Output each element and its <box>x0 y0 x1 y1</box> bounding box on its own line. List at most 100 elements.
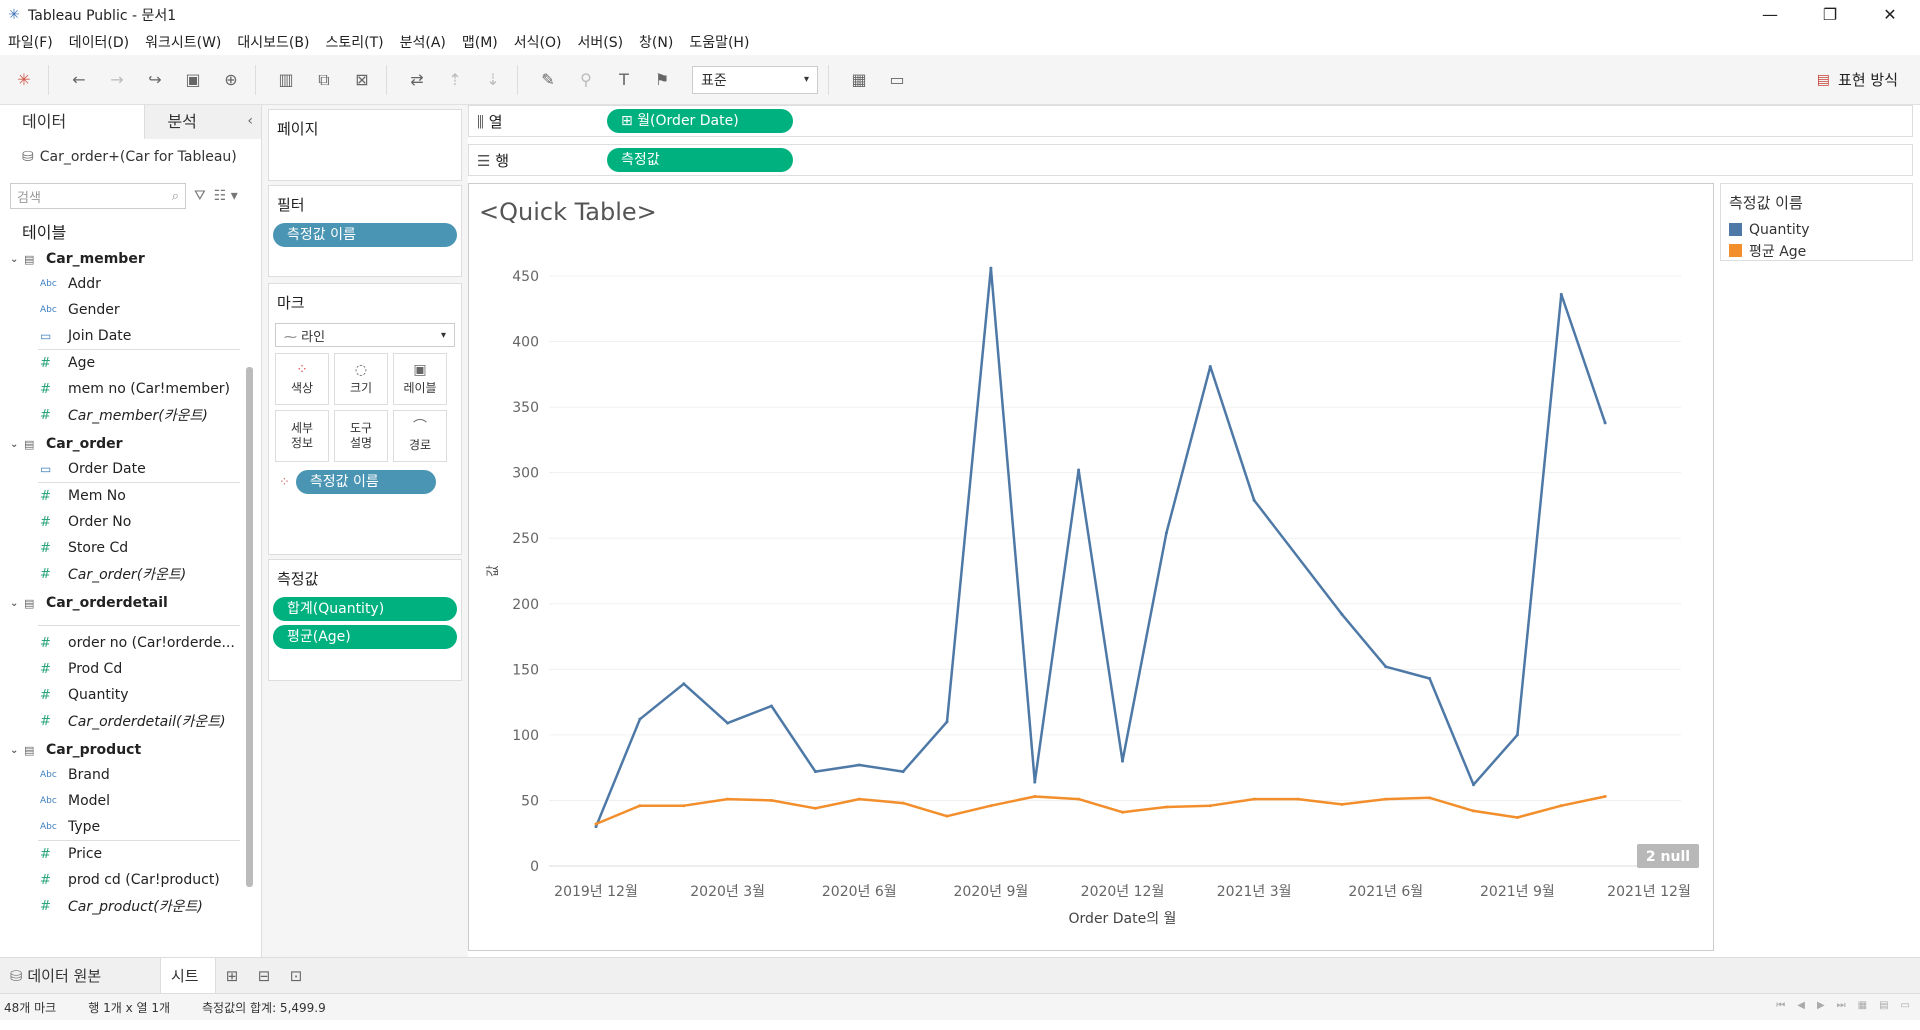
new-story-icon[interactable]: ⊡ <box>289 966 303 985</box>
new-dashboard-icon[interactable]: ⊟ <box>257 966 271 985</box>
field-item[interactable]: # Car_member(카운트) <box>40 407 208 425</box>
field-item[interactable]: Abc Brand <box>40 767 110 783</box>
sorter-view-icon[interactable]: ▦ <box>1857 1000 1868 1011</box>
tabs-view-icon[interactable]: ▭ <box>1900 1000 1910 1011</box>
close-button[interactable]: ✕ <box>1883 5 1897 24</box>
field-item[interactable]: # Price <box>40 846 103 862</box>
filter-pill[interactable]: 측정값 이름 <box>273 223 457 247</box>
field-item[interactable]: # Age <box>40 355 96 371</box>
menu-format[interactable]: 서식(O) <box>513 35 562 51</box>
measure-pill-age[interactable]: 평균(Age) <box>273 625 457 649</box>
field-item[interactable]: # Quantity <box>40 687 129 703</box>
table-car-order[interactable]: ⌄ ▤ Car_order <box>10 436 123 452</box>
redo-icon[interactable]: → <box>110 69 124 89</box>
prev-sheet-icon[interactable]: ◀ <box>1797 1000 1805 1011</box>
new-datasource-icon[interactable]: ⊕ <box>224 69 238 89</box>
columns-pill[interactable]: ⊞ 월(Order Date) <box>607 109 793 133</box>
field-item[interactable]: # Car_orderdetail(카운트) <box>40 713 226 731</box>
show-cards-icon[interactable]: ▦ <box>851 69 867 89</box>
field-item[interactable]: # Store Cd <box>40 540 129 556</box>
maximize-button[interactable]: ❐ <box>1822 5 1838 24</box>
menu-file[interactable]: 파일(F) <box>8 35 53 51</box>
next-sheet-icon[interactable]: ▶ <box>1816 1000 1825 1011</box>
swap-rows-cols-icon[interactable]: ⇄ <box>410 69 424 89</box>
view-options-icon[interactable]: ☷ ▾ <box>213 188 238 204</box>
tab-data-source[interactable]: ⛁ 데이터 원본 <box>10 966 102 985</box>
detail-button[interactable]: 세부 정보 <box>275 410 329 462</box>
viz-area[interactable]: <Quick Table> 0 50 100 150 200 250 300 350 400 45… <box>468 183 1714 951</box>
color-legend[interactable]: 측정값 이름 Quantity 평균 Age <box>1720 183 1913 261</box>
table-car-member[interactable]: ⌄ ▤ Car_member <box>10 251 145 267</box>
field-item[interactable]: ▭ Join Date <box>40 328 132 344</box>
collapse-pane-icon[interactable]: ‹ <box>247 113 253 129</box>
undo-icon[interactable]: ← <box>72 69 86 89</box>
search-input[interactable]: 검색 ⌕ <box>10 183 186 209</box>
label-button[interactable]: ▣ 레이블 <box>393 353 447 405</box>
clear-sheet-icon[interactable]: ⊠ <box>355 69 369 89</box>
color-button[interactable]: ⁘ 색상 <box>275 353 329 405</box>
new-worksheet-icon[interactable]: ▥ <box>278 69 294 89</box>
presentation-mode-icon[interactable]: ▭ <box>889 69 905 89</box>
legend-item[interactable]: 평균 Age <box>1721 240 1912 261</box>
filters-card[interactable]: 필터 측정값 이름 <box>268 185 462 277</box>
menu-dashboard[interactable]: 대시보드(B) <box>237 35 310 51</box>
fit-select[interactable]: 표준 ▾ <box>692 65 818 94</box>
field-item[interactable]: # Car_order(카운트) <box>40 566 187 584</box>
field-item[interactable]: ▭ Order Date <box>40 461 146 477</box>
minimize-button[interactable]: — <box>1762 5 1778 24</box>
sort-ascending-icon[interactable]: ⇡ <box>448 69 462 89</box>
measure-pill-quantity[interactable]: 합계(Quantity) <box>273 597 457 621</box>
menu-map[interactable]: 맵(M) <box>461 35 498 51</box>
tableau-home-icon[interactable]: ✳ <box>17 69 31 89</box>
show-labels-icon[interactable]: T <box>619 69 629 89</box>
menu-worksheet[interactable]: 워크시트(W) <box>145 35 222 51</box>
replay-icon[interactable]: ↪ <box>148 69 162 89</box>
filter-icon[interactable]: ⛛ <box>194 188 206 204</box>
field-item[interactable]: Abc Addr <box>40 276 101 292</box>
new-worksheet-icon[interactable]: ⊞ <box>225 966 239 985</box>
mark-type-select[interactable]: ⁓ 라인 ▾ <box>275 323 455 347</box>
color-mark-pill[interactable]: 측정값 이름 <box>295 470 436 494</box>
field-item[interactable]: # mem no (Car!member) <box>40 381 231 397</box>
field-item[interactable]: # Mem No <box>40 488 126 504</box>
menu-analysis[interactable]: 분석(A) <box>399 35 446 51</box>
field-item[interactable]: Abc Gender <box>40 302 120 318</box>
menu-window[interactable]: 창(N) <box>639 35 674 51</box>
field-item[interactable]: # Prod Cd <box>40 661 123 677</box>
save-icon[interactable]: ▣ <box>185 69 201 89</box>
last-sheet-icon[interactable]: ⏭ <box>1836 1000 1846 1011</box>
field-item[interactable]: # order no (Car!orderde... <box>40 635 235 651</box>
columns-shelf[interactable]: ⫼ 열 ⊞ 월(Order Date) <box>468 105 1913 137</box>
first-sheet-icon[interactable]: ⏮ <box>1776 1000 1786 1011</box>
size-button[interactable]: ◌ 크기 <box>334 353 388 405</box>
menu-data[interactable]: 데이터(D) <box>68 35 130 51</box>
legend-item[interactable]: Quantity <box>1721 219 1912 240</box>
line-chart[interactable]: 0 50 100 150 200 250 300 350 400 450 값 2019년 12월 202… <box>469 184 1715 952</box>
field-item[interactable]: # Order No <box>40 514 132 530</box>
highlight-icon[interactable]: ✎ <box>541 69 555 89</box>
data-pane-scrollbar[interactable] <box>246 367 253 887</box>
duplicate-sheet-icon[interactable]: ⧉ <box>318 69 330 89</box>
rows-shelf[interactable]: ☰ 행 측정값 <box>468 144 1913 176</box>
data-source[interactable]: ⛁ Car_order+(Car for Tableau) <box>22 149 237 165</box>
menu-story[interactable]: 스토리(T) <box>325 35 384 51</box>
pages-card[interactable]: 페이지 <box>268 109 462 181</box>
menu-help[interactable]: 도움말(H) <box>689 35 750 51</box>
pin-icon[interactable]: ⚑ <box>654 69 670 89</box>
show-me-button[interactable]: ▤ 표현 방식 <box>1816 71 1898 89</box>
path-button[interactable]: ⌒ 경로 <box>393 410 447 462</box>
sort-descending-icon[interactable]: ⇣ <box>486 69 500 89</box>
field-item[interactable]: Abc Type <box>40 819 101 835</box>
tab-data[interactable]: 데이터 <box>0 105 145 139</box>
rows-pill[interactable]: 측정값 <box>607 148 793 172</box>
tab-sheet-1[interactable]: 시트 1 <box>160 957 216 1021</box>
tab-analysis[interactable]: 분석 <box>144 105 261 139</box>
field-item[interactable]: # prod cd (Car!product) <box>40 872 220 888</box>
field-item[interactable]: # Car_product(카운트) <box>40 898 203 916</box>
table-car-orderdetail[interactable]: ⌄ ▤ Car_orderdetail <box>10 595 168 611</box>
field-item[interactable]: Abc Model <box>40 793 111 809</box>
menu-server[interactable]: 서버(S) <box>577 35 624 51</box>
table-car-product[interactable]: ⌄ ▤ Car_product <box>10 742 142 758</box>
group-icon[interactable]: ⚲ <box>580 69 592 89</box>
filmstrip-view-icon[interactable]: ▤ <box>1879 1000 1889 1011</box>
